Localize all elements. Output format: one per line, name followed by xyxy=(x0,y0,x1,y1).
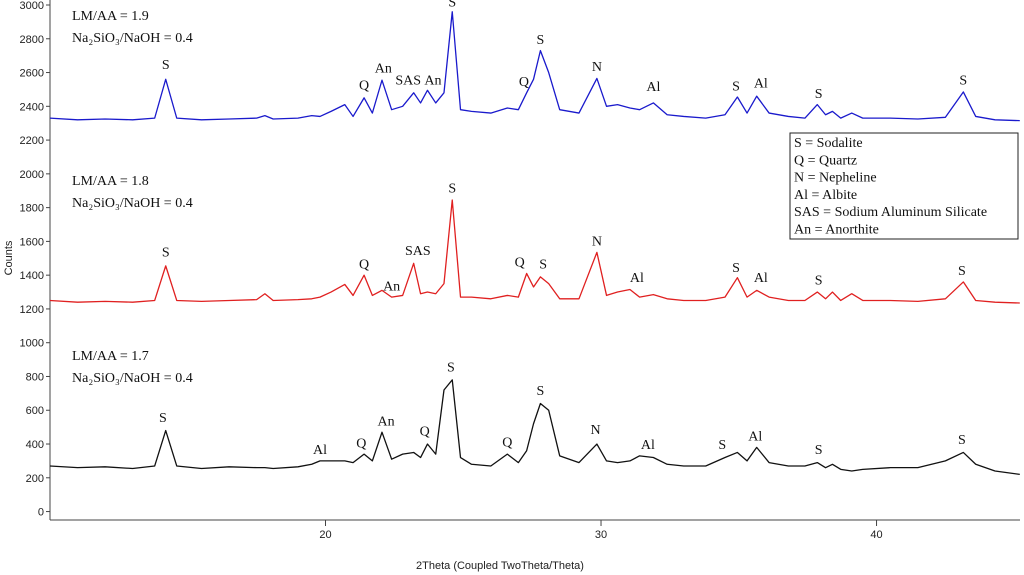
key-entry: SAS = Sodium Aluminum Silicate xyxy=(794,205,987,220)
y-tick-label: 200 xyxy=(26,473,44,485)
y-tick-label: 1400 xyxy=(20,270,44,282)
peak-label: Al xyxy=(313,443,327,458)
key-entry: Q = Quartz xyxy=(794,153,857,168)
key-entry: N = Nepheline xyxy=(794,171,877,186)
peak-label: S xyxy=(162,246,170,261)
peak-label: S xyxy=(815,273,823,288)
peak-label: Al xyxy=(641,438,655,453)
y-tick-label: 0 xyxy=(38,507,44,519)
peak-label: An xyxy=(383,279,400,294)
peak-label: Q xyxy=(356,436,366,451)
y-tick-label: 2000 xyxy=(20,169,44,181)
peak-label: S xyxy=(537,384,545,399)
peak-label: An xyxy=(378,414,395,429)
series-subtitle: Na₂SiO₃/NaOH = 0.4 xyxy=(72,31,193,46)
peak-label: S xyxy=(539,257,547,272)
peak-label: Q xyxy=(359,257,369,272)
peak-label: An xyxy=(375,62,392,77)
peak-label: Al xyxy=(646,80,660,95)
peak-label: Q xyxy=(502,436,512,451)
peak-label: S xyxy=(732,79,740,94)
key-box xyxy=(789,132,1019,240)
peak-label: Q xyxy=(359,78,369,93)
series-name: LM/AA = 1.9 xyxy=(72,9,149,24)
key-entry: S = Sodalite xyxy=(794,136,863,151)
series-line xyxy=(49,379,1020,476)
y-tick-label: 1200 xyxy=(20,304,44,316)
key-entry: An = Anorthite xyxy=(794,223,879,238)
peak-label: S xyxy=(958,264,966,279)
peak-label: S xyxy=(448,0,456,11)
peak-label: N xyxy=(592,60,602,75)
peak-label: Al xyxy=(630,271,644,286)
y-tick-label: 2200 xyxy=(20,135,44,147)
peak-label: S xyxy=(448,181,456,196)
y-tick-label: 3000 xyxy=(20,0,44,12)
y-tick-label: 800 xyxy=(26,371,44,383)
peak-label: Q xyxy=(515,256,525,271)
series-line xyxy=(49,11,1020,122)
peak-label: S xyxy=(959,73,967,88)
peak-label: An xyxy=(424,73,441,88)
x-tick-label: 40 xyxy=(870,529,882,541)
y-tick-label: 400 xyxy=(26,439,44,451)
y-axis-title: Counts xyxy=(3,240,15,275)
peak-label: N xyxy=(592,235,602,250)
peak-label: Q xyxy=(519,75,529,90)
peak-label: S xyxy=(447,360,455,375)
peak-label: SAS xyxy=(395,73,421,88)
peak-label: S xyxy=(162,58,170,73)
y-tick-label: 2600 xyxy=(20,68,44,80)
y-tick-label: 2800 xyxy=(20,34,44,46)
peak-label: Al xyxy=(754,77,768,92)
series-name: LM/AA = 1.7 xyxy=(72,349,149,364)
x-axis-title: 2Theta (Coupled TwoTheta/Theta) xyxy=(416,560,584,572)
peak-label: Al xyxy=(748,430,762,445)
series-subtitle: Na₂SiO₃/NaOH = 0.4 xyxy=(72,196,193,211)
peak-label: S xyxy=(718,438,726,453)
y-tick-label: 600 xyxy=(26,405,44,417)
peak-label: Al xyxy=(754,271,768,286)
peak-label: N xyxy=(590,423,600,438)
peak-label: S xyxy=(732,261,740,276)
y-tick-label: 2400 xyxy=(20,101,44,113)
x-tick-label: 30 xyxy=(595,529,607,541)
series-line xyxy=(49,199,1020,304)
y-tick-label: 1000 xyxy=(20,338,44,350)
x-tick-label: 20 xyxy=(319,529,331,541)
series-name: LM/AA = 1.8 xyxy=(72,174,149,189)
peak-label: S xyxy=(815,87,823,102)
peak-label: S xyxy=(958,433,966,448)
peak-label: SAS xyxy=(405,244,431,259)
peak-label: S xyxy=(815,443,823,458)
series-subtitle: Na₂SiO₃/NaOH = 0.4 xyxy=(72,371,193,386)
y-tick-label: 1800 xyxy=(20,203,44,215)
peak-label: S xyxy=(537,33,545,48)
y-tick-label: 1600 xyxy=(20,236,44,248)
key-entry: Al = Albite xyxy=(794,188,857,203)
peak-label: Q xyxy=(420,425,430,440)
peak-label: S xyxy=(159,411,167,426)
